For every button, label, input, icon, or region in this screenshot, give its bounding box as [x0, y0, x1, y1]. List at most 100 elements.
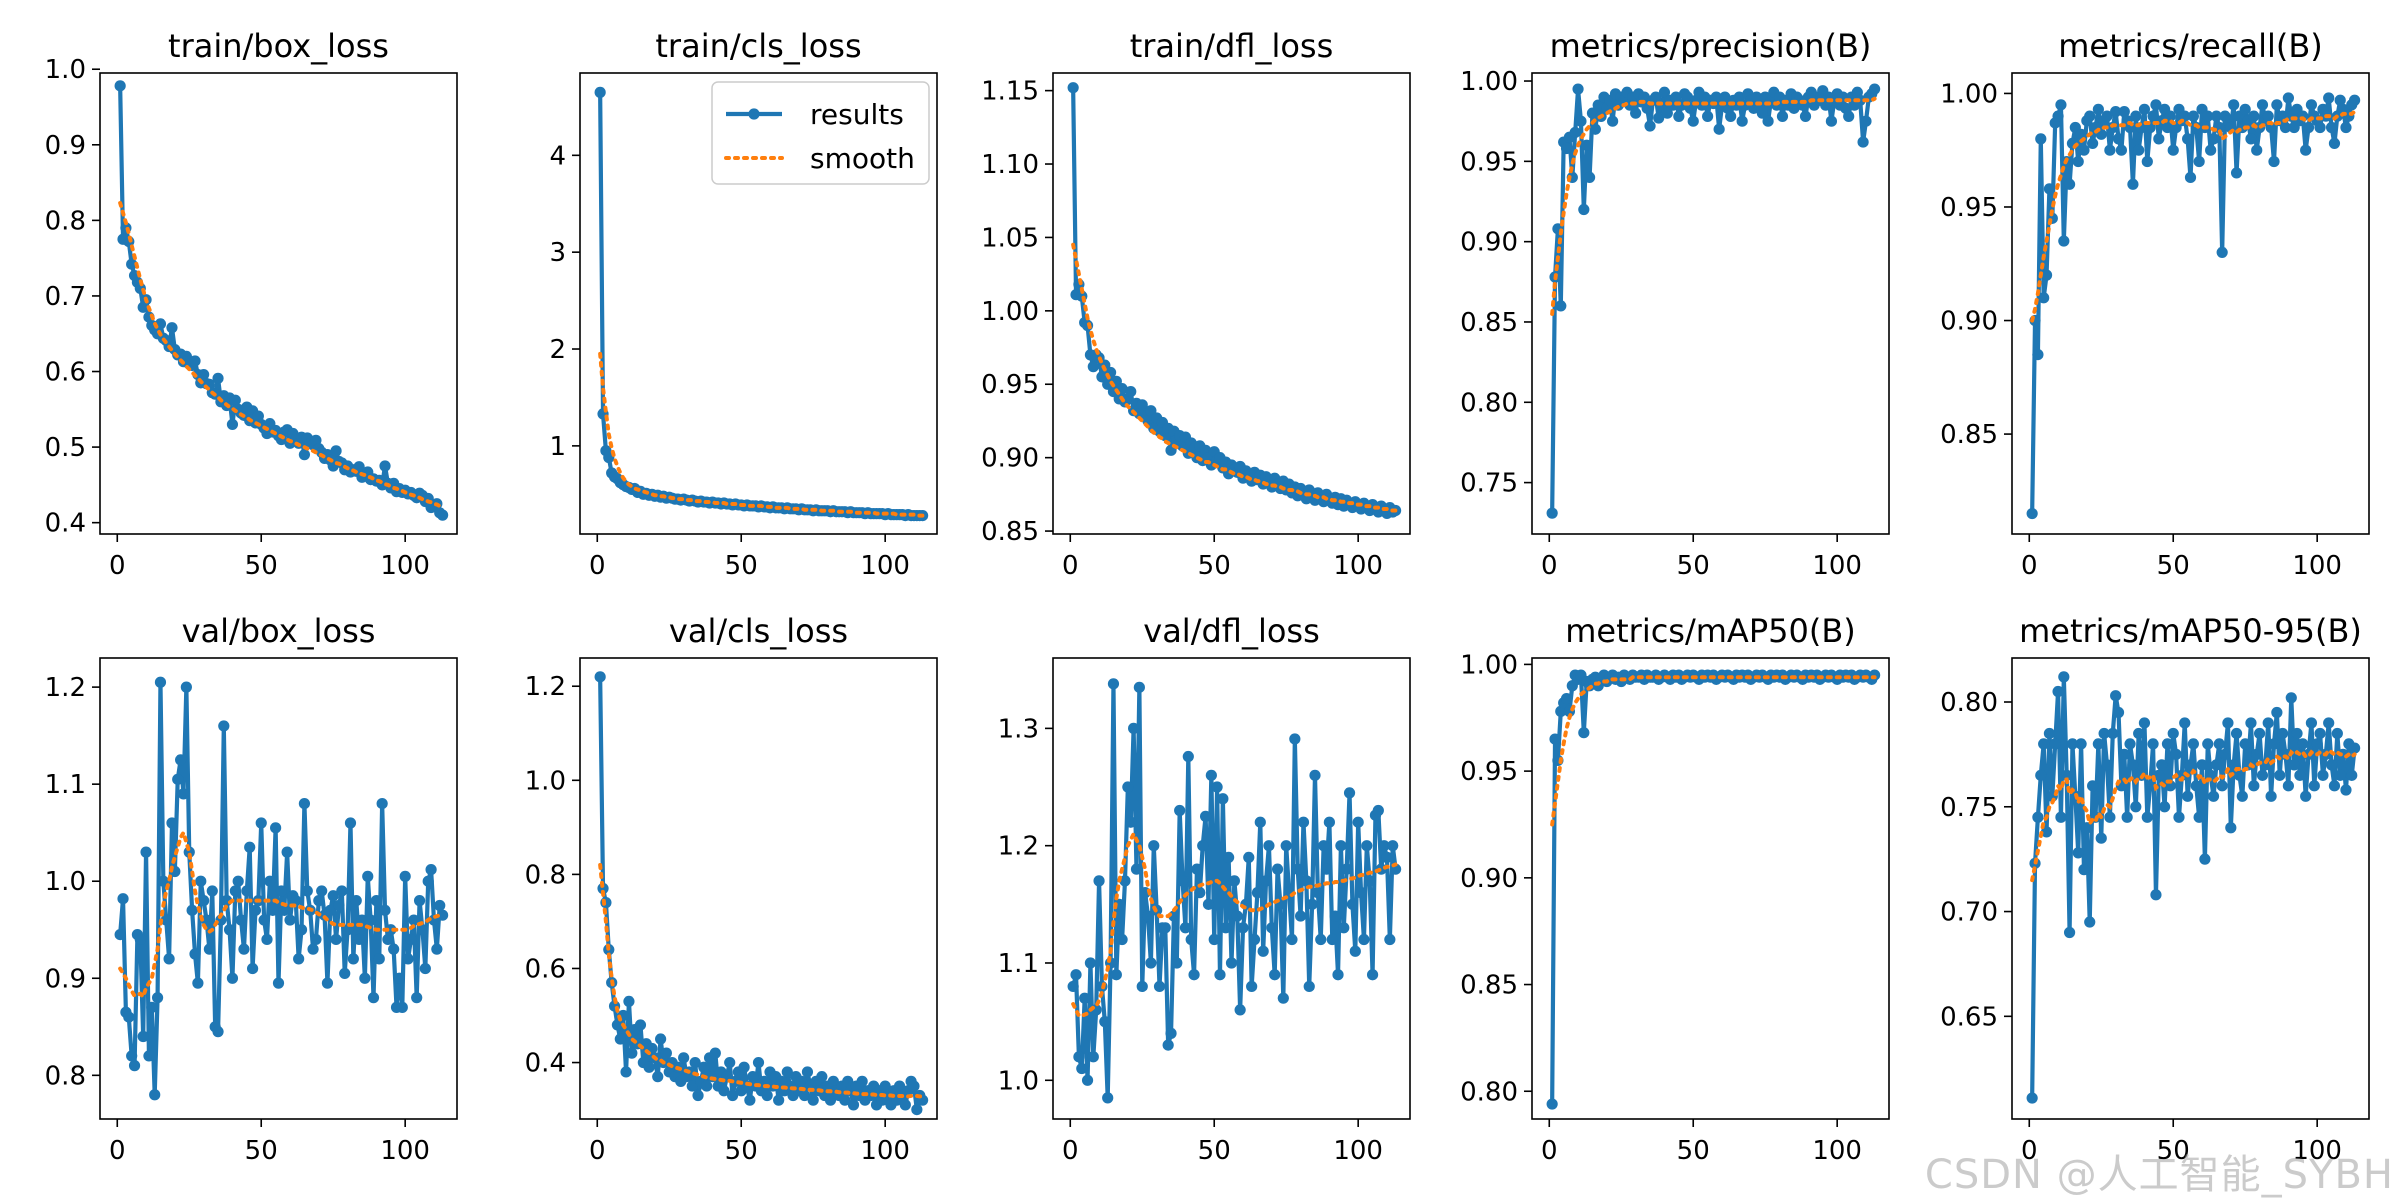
data-point-results: [2182, 790, 2194, 802]
y-tick-label: 0.70: [1940, 898, 1998, 928]
data-point-results: [1211, 781, 1223, 793]
x-tick-label: 50: [2157, 1136, 2190, 1166]
x-tick-label: 100: [380, 1136, 430, 1166]
data-point-results: [2118, 106, 2130, 118]
data-point-results: [2254, 727, 2266, 740]
data-point-results: [270, 822, 282, 834]
data-point-results: [701, 1080, 713, 1092]
data-point-results: [2084, 916, 2096, 928]
plot-frame: [1052, 72, 1411, 535]
data-point-results: [1125, 385, 1137, 398]
data-point-results: [2193, 811, 2205, 823]
data-point-results: [1303, 980, 1315, 993]
data-point-results: [2161, 738, 2174, 750]
data-point-results: [356, 914, 368, 926]
data-point-results: [353, 461, 365, 473]
x-tick-label: 50: [1677, 1136, 1710, 1166]
data-point-results: [1165, 1027, 1177, 1039]
data-point-results: [847, 1099, 860, 1111]
data-point-results: [2271, 706, 2283, 719]
data-point-results: [2308, 780, 2320, 792]
data-point-results: [1254, 816, 1266, 828]
data-point-results: [1702, 110, 1714, 122]
legend-label-smooth: smooth: [810, 142, 915, 175]
data-point-results: [2199, 853, 2211, 865]
data-point-results: [2153, 769, 2165, 781]
data-point-results: [226, 972, 239, 984]
data-point-results: [2101, 759, 2113, 771]
data-point-results: [128, 1060, 141, 1072]
data-point-results: [2282, 780, 2294, 792]
data-point-results: [643, 1061, 655, 1073]
data-point-results: [434, 899, 446, 912]
data-point-results: [2251, 144, 2263, 156]
y-tick-label: 3: [549, 238, 566, 268]
data-point-results: [1572, 83, 1584, 95]
x-tick-label: 0: [109, 1136, 126, 1166]
data-point-results: [686, 1080, 698, 1092]
y-tick-label: 1.2: [45, 673, 86, 703]
data-point-results: [2032, 811, 2044, 823]
data-point-results: [189, 948, 201, 960]
data-point-results: [2121, 811, 2133, 823]
data-point-results: [229, 394, 241, 406]
plot-frame: [1531, 657, 1890, 1120]
data-point-results: [261, 933, 273, 946]
plot-frame: [99, 657, 458, 1120]
data-point-results: [419, 962, 431, 975]
data-point-results: [1638, 91, 1650, 103]
data-point-results: [264, 875, 276, 887]
legend-marker-results: [748, 108, 760, 120]
data-point-results: [1355, 887, 1367, 899]
series-line-results: [1550, 86, 1877, 514]
series-line-smooth: [1550, 675, 1877, 827]
data-point-results: [437, 509, 449, 521]
x-tick-label: 50: [245, 1136, 278, 1166]
data-point-results: [801, 1066, 814, 1078]
data-point-results: [1116, 933, 1128, 946]
data-point-results: [2141, 155, 2153, 168]
data-point-results: [2084, 110, 2096, 122]
data-point-results: [1191, 863, 1203, 875]
data-point-results: [301, 885, 313, 897]
data-point-results: [1670, 91, 1682, 103]
data-point-results: [1825, 115, 1838, 127]
plot-frame: [1052, 657, 1411, 1120]
data-point-results: [1067, 82, 1079, 94]
data-point-results: [1174, 804, 1186, 817]
plot-frame: [579, 72, 938, 535]
data-point-results: [2334, 769, 2346, 781]
data-point-results: [1194, 887, 1206, 899]
data-point-results: [408, 914, 420, 926]
data-point-results: [2104, 811, 2116, 823]
data-point-results: [307, 943, 319, 955]
data-point-results: [2092, 103, 2104, 115]
data-point-results: [2164, 110, 2176, 122]
chart-metrics-map50-95-b: metrics/mAP50-95(B) 0 50 100 0.65 0.70 0.75 0.8…: [1940, 612, 2370, 1166]
data-point-results: [2104, 144, 2116, 156]
data-point-results: [2325, 759, 2338, 771]
data-point-results: [2268, 155, 2280, 168]
data-point-results: [1295, 910, 1307, 922]
data-point-results: [839, 1094, 851, 1106]
data-point-results: [2349, 94, 2361, 106]
x-tick-label: 100: [1333, 551, 1383, 581]
data-point-results: [1549, 733, 1561, 745]
data-point-results: [856, 1075, 868, 1087]
series-line-results: [1071, 681, 1398, 1100]
y-tick-label: 0.75: [1940, 793, 1998, 823]
data-point-results: [238, 943, 250, 955]
x-tick-label: 0: [589, 1136, 606, 1166]
data-point-results: [1653, 112, 1665, 124]
chart-title: metrics/mAP50-95(B): [2019, 612, 2362, 650]
data-point-results: [290, 895, 302, 907]
data-point-results: [1372, 804, 1384, 817]
data-point-results: [726, 1089, 739, 1102]
data-point-results: [1205, 769, 1217, 781]
data-point-results: [1555, 705, 1567, 717]
data-point-results: [1776, 110, 1789, 122]
data-point-results: [2245, 717, 2257, 729]
data-point-results: [359, 972, 371, 984]
data-point-results: [1136, 980, 1148, 993]
